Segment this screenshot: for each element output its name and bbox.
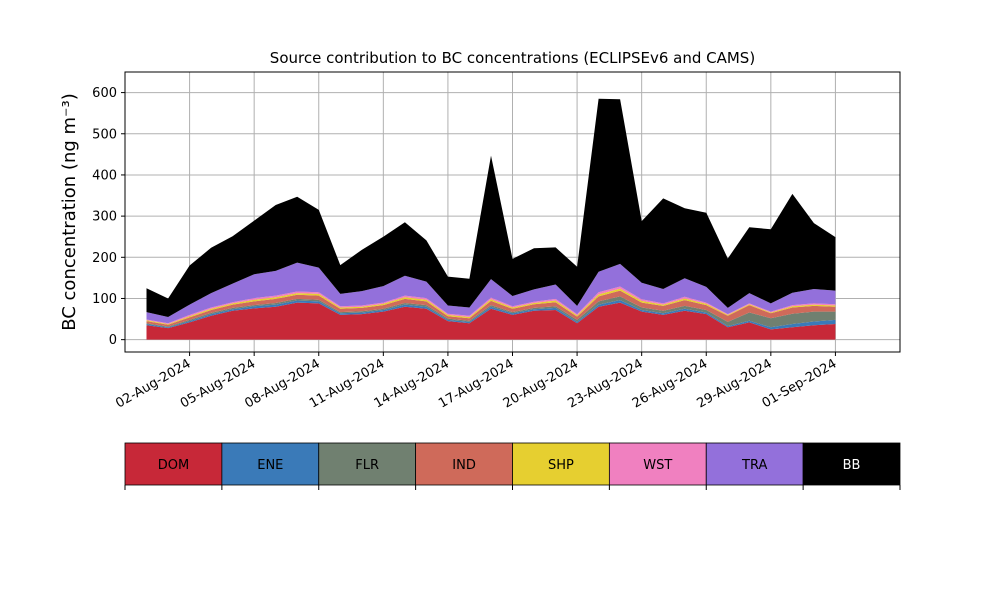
y-tick-label: 200: [92, 251, 117, 266]
chart-title: Source contribution to BC concentrations…: [270, 49, 755, 67]
y-tick-label: 0: [109, 333, 117, 348]
area-ene: [146, 300, 836, 330]
y-tick-label: 600: [92, 86, 117, 101]
area-ind: [146, 290, 836, 327]
legend-swatch-dom: [124, 442, 223, 486]
stacked-areas: [146, 98, 836, 340]
y-tick-label: 500: [92, 127, 117, 142]
x-axis: 02-Aug-202405-Aug-202408-Aug-202411-Aug-…: [113, 352, 839, 412]
legend-swatch-flr: [318, 442, 417, 486]
legend-swatch-wst: [608, 442, 707, 486]
y-tick-label: 400: [92, 168, 117, 183]
area-bb: [146, 98, 836, 317]
y-tick-label: 100: [92, 292, 117, 307]
legend-label-wst: WST: [643, 458, 672, 473]
legend-label-tra: TRA: [741, 458, 767, 473]
y-axis: 0 100 200 300 400 500 600: [92, 86, 125, 348]
legend-label-ene: ENE: [257, 458, 283, 473]
area-dom: [146, 302, 836, 340]
area-tra: [146, 262, 836, 324]
legend-label-ind: IND: [452, 458, 476, 473]
y-axis-label: BC concentration (ng m⁻³): [59, 93, 80, 331]
legend-swatch-bb: [802, 442, 901, 486]
legend-swatch-ind: [415, 442, 513, 486]
legend-swatch-ene: [221, 442, 320, 486]
legend-swatch-tra: [705, 442, 804, 486]
legend: DOM ENE FLR IND SHP WST TRA BB: [124, 442, 901, 490]
y-tick-label: 300: [92, 210, 117, 225]
legend-label-shp: SHP: [548, 458, 574, 473]
legend-label-dom: DOM: [158, 458, 189, 473]
legend-swatch-shp: [512, 442, 610, 486]
legend-label-flr: FLR: [355, 458, 379, 473]
area-flr: [146, 296, 836, 328]
legend-label-bb: BB: [843, 458, 861, 473]
